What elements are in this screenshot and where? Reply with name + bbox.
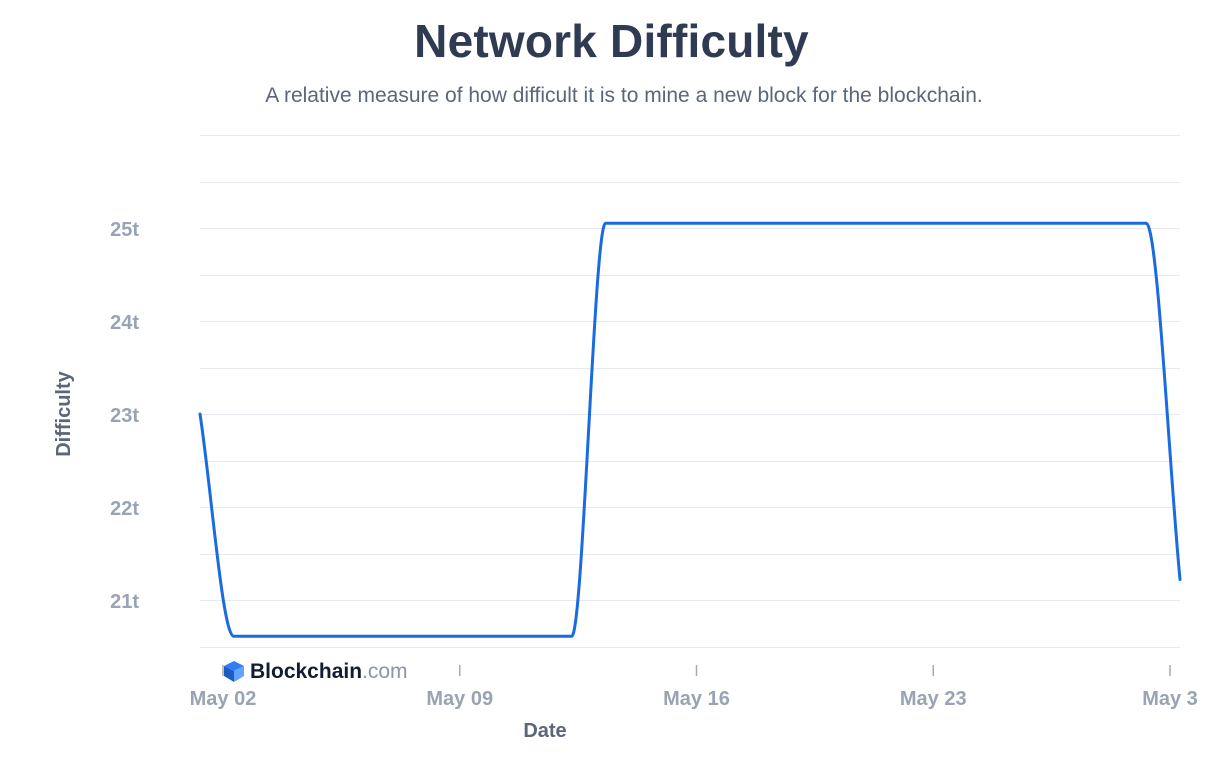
series-layer — [198, 221, 1182, 638]
y-tick-label: 24t — [110, 312, 139, 334]
blockchain-logo: Blockchain.com — [224, 660, 408, 683]
x-tick-label: May 16 — [663, 688, 730, 710]
x-tick-label: May 3 — [1142, 688, 1198, 710]
chart-title: Network Difficulty — [414, 15, 809, 67]
blockchain-logo-icon — [224, 661, 244, 682]
y-axis-ticks: 21t 22t 23t 24t 25t — [110, 219, 139, 613]
x-tick-label: May 09 — [426, 688, 493, 710]
grid-lines — [200, 135, 1180, 648]
y-axis-title: Difficulty — [53, 370, 75, 456]
blockchain-logo-name: Blockchain — [250, 660, 362, 683]
svg-text:Blockchain.com: Blockchain.com — [250, 660, 408, 683]
series-line — [198, 221, 1182, 638]
y-tick-label: 21t — [110, 591, 139, 613]
x-tick-label: May 23 — [900, 688, 967, 710]
x-axis-ticks: May 02 May 09 May 16 May 23 May 3 — [190, 665, 1198, 710]
y-tick-label: 25t — [110, 219, 139, 241]
chart-subtitle: A relative measure of how difficult it i… — [265, 84, 983, 107]
x-axis-title: Date — [523, 720, 566, 742]
y-tick-label: 23t — [110, 405, 139, 427]
blockchain-logo-suffix: .com — [362, 660, 408, 683]
y-tick-label: 22t — [110, 498, 139, 520]
x-tick-label: May 02 — [190, 688, 257, 710]
